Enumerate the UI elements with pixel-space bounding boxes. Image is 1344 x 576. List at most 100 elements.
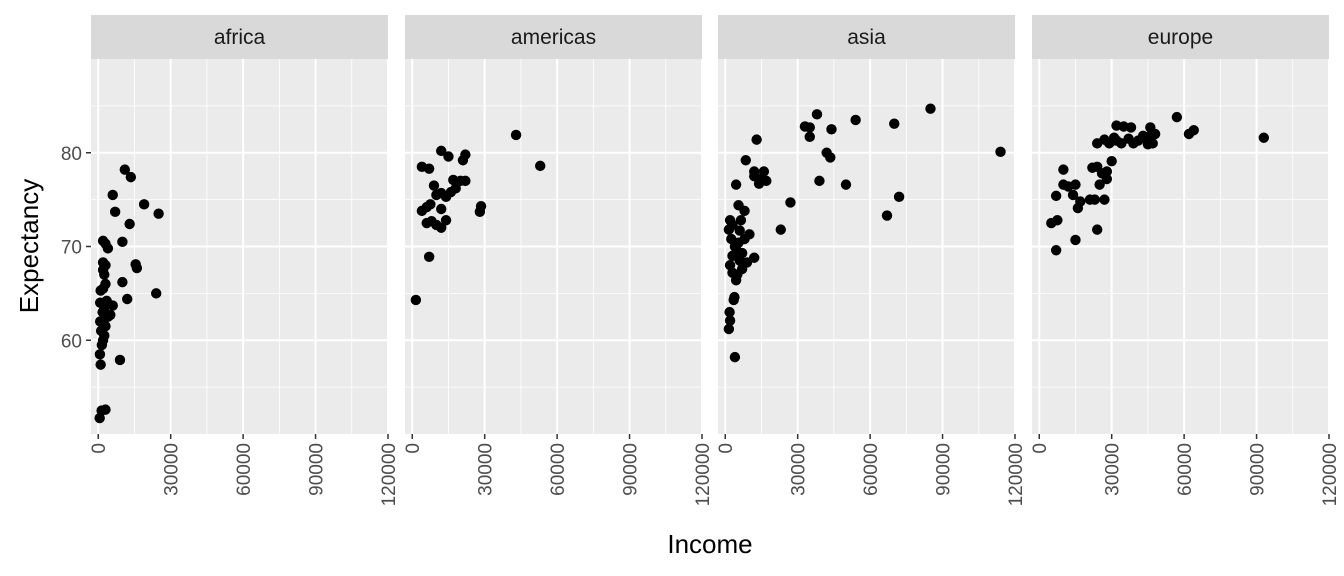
data-point xyxy=(1171,111,1183,123)
data-point xyxy=(724,315,736,326)
data-point xyxy=(130,259,141,270)
facet-strip xyxy=(91,15,388,59)
x-axis-asia: 0 30000 60000 90000 120000 xyxy=(716,434,1027,506)
gridlines xyxy=(91,59,389,434)
data-point xyxy=(1058,164,1069,175)
data-point xyxy=(443,151,454,162)
data-point xyxy=(735,215,747,226)
data-point xyxy=(729,291,740,303)
data-point xyxy=(1070,179,1081,190)
data-point xyxy=(1258,132,1270,143)
data-point xyxy=(1137,130,1149,142)
data-point xyxy=(460,149,471,160)
data-point xyxy=(826,124,837,135)
data-point xyxy=(1188,125,1199,136)
x-axis-title: Income xyxy=(667,529,752,559)
data-point xyxy=(1099,194,1110,205)
data-point xyxy=(729,351,741,363)
data-point xyxy=(925,103,936,114)
data-point xyxy=(1089,194,1100,205)
data-point xyxy=(94,316,106,327)
x-tick-label: 30000 xyxy=(1103,443,1124,496)
data-point xyxy=(125,171,137,183)
data-points xyxy=(94,164,164,424)
gridlines xyxy=(405,59,703,434)
data-point xyxy=(751,134,762,145)
data-point xyxy=(114,354,126,366)
data-point xyxy=(410,294,422,306)
data-point xyxy=(122,293,133,305)
data-point xyxy=(423,251,435,263)
data-point xyxy=(450,183,461,194)
x-tick-label: 60000 xyxy=(1175,443,1196,496)
x-tick-label: 90000 xyxy=(934,443,955,496)
data-points xyxy=(723,103,1006,363)
data-points xyxy=(410,129,546,306)
data-point xyxy=(117,276,128,288)
data-point xyxy=(460,175,471,187)
data-point xyxy=(535,160,546,172)
data-point xyxy=(1050,245,1062,256)
data-point xyxy=(1106,155,1117,167)
data-point xyxy=(724,260,736,271)
data-point xyxy=(153,208,164,219)
data-point xyxy=(475,200,487,212)
data-point xyxy=(775,224,786,235)
data-point xyxy=(1101,166,1113,177)
data-point xyxy=(425,199,436,210)
data-point xyxy=(740,155,751,166)
facet-strip-label: asia xyxy=(847,26,886,49)
data-point xyxy=(1125,122,1137,133)
x-tick-label: 90000 xyxy=(1248,443,1269,496)
y-tick-label: 80 xyxy=(61,144,82,165)
data-point xyxy=(436,145,447,157)
data-point xyxy=(1067,189,1079,201)
data-point xyxy=(428,180,440,191)
data-point xyxy=(436,203,447,215)
data-point xyxy=(893,191,905,203)
data-point xyxy=(785,197,796,208)
data-point xyxy=(138,199,150,210)
data-point xyxy=(1075,196,1086,207)
x-tick-label: 120000 xyxy=(693,443,714,506)
data-point xyxy=(804,122,815,133)
data-point xyxy=(1052,215,1063,226)
data-point xyxy=(749,166,760,177)
x-tick-label: 60000 xyxy=(861,443,882,496)
data-point xyxy=(723,323,735,335)
x-tick-label: 30000 xyxy=(162,443,183,496)
x-tick-label: 0 xyxy=(89,443,110,454)
data-point xyxy=(150,288,162,299)
y-axis: 60 70 80 xyxy=(61,144,91,352)
data-point xyxy=(761,175,772,187)
facet-panel-africa: africa 0 30000 60000 90000 120000 xyxy=(89,15,400,506)
data-point xyxy=(440,215,452,226)
facet-strip-label: europe xyxy=(1148,26,1213,49)
data-point xyxy=(1050,190,1062,202)
data-point xyxy=(95,359,106,370)
x-tick-label: 120000 xyxy=(1320,443,1341,506)
data-point xyxy=(97,235,109,247)
gridlines xyxy=(718,59,1016,434)
x-axis-americas: 0 30000 60000 90000 120000 xyxy=(403,434,714,506)
x-tick-label: 120000 xyxy=(1006,443,1027,506)
y-tick-label: 70 xyxy=(61,238,82,259)
x-axis-europe: 0 30000 60000 90000 120000 xyxy=(1030,434,1341,506)
data-point xyxy=(119,164,131,175)
data-point xyxy=(749,252,760,263)
data-point xyxy=(97,257,109,268)
data-point xyxy=(124,218,135,230)
data-point xyxy=(117,236,128,248)
facet-strip xyxy=(405,15,702,59)
x-tick-label: 120000 xyxy=(379,443,400,506)
data-point xyxy=(995,146,1006,158)
data-point xyxy=(744,229,755,240)
x-tick-label: 0 xyxy=(403,443,424,454)
data-point xyxy=(94,349,106,360)
data-point xyxy=(724,215,736,226)
data-point xyxy=(1070,234,1081,246)
data-point xyxy=(1145,122,1156,133)
data-point xyxy=(814,175,825,187)
data-point xyxy=(758,166,770,177)
